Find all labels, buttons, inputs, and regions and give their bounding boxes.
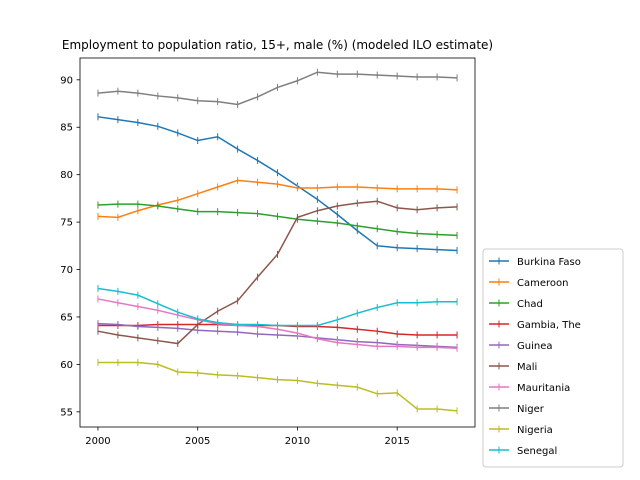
legend-entry: Mali [489, 362, 537, 373]
legend-box [482, 248, 624, 468]
x-tick-label: 2015 [384, 436, 409, 447]
axes: 2000 2005 2010 2015 55 60 65 70 75 80 85 90 [60, 57, 476, 447]
legend-entry: Senegal [489, 446, 557, 457]
legend-label: Gambia, The [517, 320, 581, 331]
series-line [97, 287, 458, 327]
legend: Burkina Faso Cameroon Chad Gambia, The Guine… [482, 248, 624, 468]
legend-entry: Niger [489, 404, 545, 415]
legend-label: Mali [517, 362, 537, 373]
legend-label: Niger [517, 404, 545, 415]
legend-label: Chad [517, 299, 543, 310]
axes-frame [79, 57, 476, 428]
series-niger [97, 68, 458, 108]
series-nigeria [97, 358, 458, 415]
x-tick-label: 2005 [185, 436, 210, 447]
y-tick-label: 85 [60, 123, 73, 134]
plot-area [97, 68, 458, 415]
legend-label: Nigeria [517, 425, 553, 436]
legend-label: Mauritania [517, 383, 570, 394]
legend-entry: Chad [489, 299, 543, 310]
legend-entry: Cameroon [489, 278, 568, 289]
y-tick-label: 60 [60, 360, 73, 371]
y-tick-label: 70 [60, 265, 73, 276]
x-tick-label: 2010 [285, 436, 310, 447]
legend-label: Senegal [517, 446, 557, 457]
series-burkina-faso [97, 113, 458, 255]
y-tick-label: 65 [60, 312, 73, 323]
chart-title: Employment to population ratio, 15+, mal… [62, 38, 493, 52]
legend-entry: Guinea [489, 341, 552, 352]
series-chad [97, 200, 458, 239]
series-mali [97, 197, 458, 348]
legend-entry: Burkina Faso [489, 257, 581, 268]
x-tick-label: 2000 [85, 436, 110, 447]
series-line [97, 361, 458, 412]
legend-label: Burkina Faso [517, 257, 581, 268]
legend-label: Cameroon [517, 278, 568, 289]
legend-entry: Mauritania [489, 383, 570, 394]
series-mauritania [97, 295, 458, 352]
y-tick-label: 75 [60, 218, 73, 229]
legend-entry: Nigeria [489, 425, 553, 436]
legend-label: Guinea [517, 341, 552, 352]
legend-entry: Gambia, The [489, 320, 581, 331]
y-tick-label: 90 [60, 75, 73, 86]
y-tick-label: 80 [60, 170, 73, 181]
series-senegal [97, 285, 458, 330]
y-tick-label: 55 [60, 407, 73, 418]
